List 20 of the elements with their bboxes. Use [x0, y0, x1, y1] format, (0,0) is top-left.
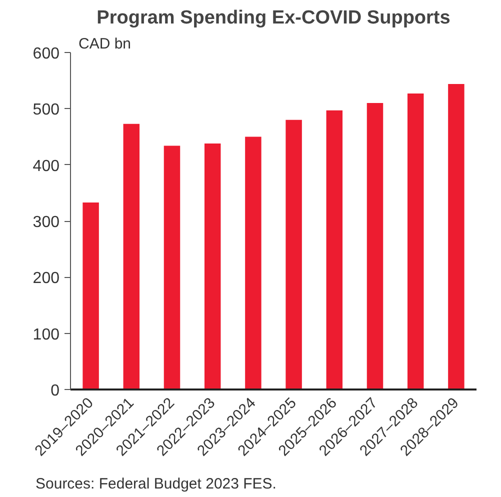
y-tick-label: 600 — [32, 46, 60, 62]
bar — [286, 120, 302, 390]
y-tick-label: 500 — [32, 102, 60, 119]
chart-title: Program Spending Ex-COVID Supports — [96, 8, 450, 28]
y-tick-label: 400 — [32, 158, 60, 175]
bar — [204, 143, 221, 390]
bar — [82, 202, 99, 390]
y-tick-label: 100 — [32, 326, 60, 344]
source-note: Sources: Federal Budget 2023 FES. — [36, 476, 276, 492]
bar — [326, 110, 343, 390]
bar — [123, 124, 140, 390]
y-tick-label: 300 — [32, 214, 60, 231]
bar — [164, 146, 180, 390]
y-axis-title: CAD bn — [78, 36, 132, 52]
y-tick-label: 200 — [32, 270, 60, 288]
bar — [245, 136, 262, 390]
bar — [366, 103, 384, 390]
bar — [448, 84, 464, 390]
bar — [407, 94, 424, 390]
y-tick-label: 0 — [50, 382, 60, 400]
